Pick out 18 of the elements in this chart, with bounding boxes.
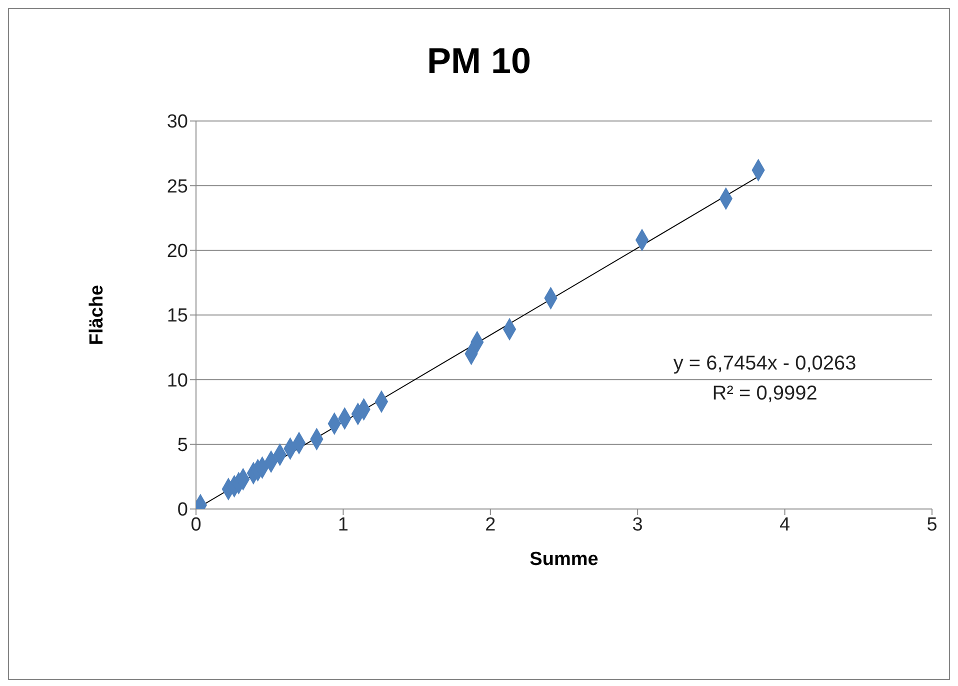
y-tick-label: 30: [166, 112, 188, 133]
annotation: R² = 0,9992: [712, 382, 818, 405]
chart-title: PM 10: [426, 40, 532, 81]
x-axis-title: Summe: [530, 549, 598, 570]
annotation: y = 6,7454x - 0,0263: [673, 352, 856, 375]
y-tick-label: 0: [177, 500, 188, 521]
x-tick-label: 0: [190, 514, 202, 536]
y-tick-label: 10: [166, 370, 188, 392]
y-tick-label: 5: [177, 435, 188, 456]
x-tick-label: 2: [485, 514, 496, 536]
x-tick-label: 1: [338, 514, 348, 536]
x-tick-label: 3: [632, 514, 643, 536]
y-tick-label: 15: [166, 306, 188, 327]
x-tick-label: 4: [780, 514, 791, 536]
y-tick-label: 25: [166, 176, 188, 198]
y-tick-label: 20: [166, 241, 188, 262]
x-tick-label: 5: [926, 514, 938, 536]
y-axis-title: Fläche: [86, 284, 108, 346]
